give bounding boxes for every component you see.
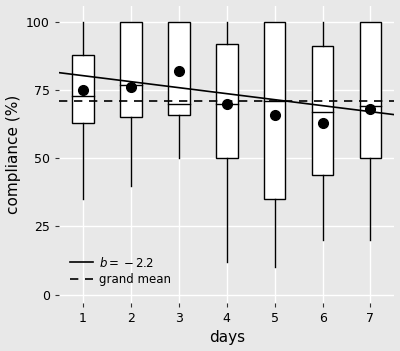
Bar xyxy=(264,22,286,199)
Bar xyxy=(216,44,238,158)
Bar xyxy=(120,22,142,117)
Bar xyxy=(72,55,94,123)
Legend: $b = -2.2$, grand mean: $b = -2.2$, grand mean xyxy=(65,251,176,291)
Y-axis label: compliance (%): compliance (%) xyxy=(6,94,20,214)
X-axis label: days: days xyxy=(209,330,245,345)
Bar xyxy=(360,22,381,158)
Bar xyxy=(168,22,190,115)
Bar xyxy=(312,46,333,175)
